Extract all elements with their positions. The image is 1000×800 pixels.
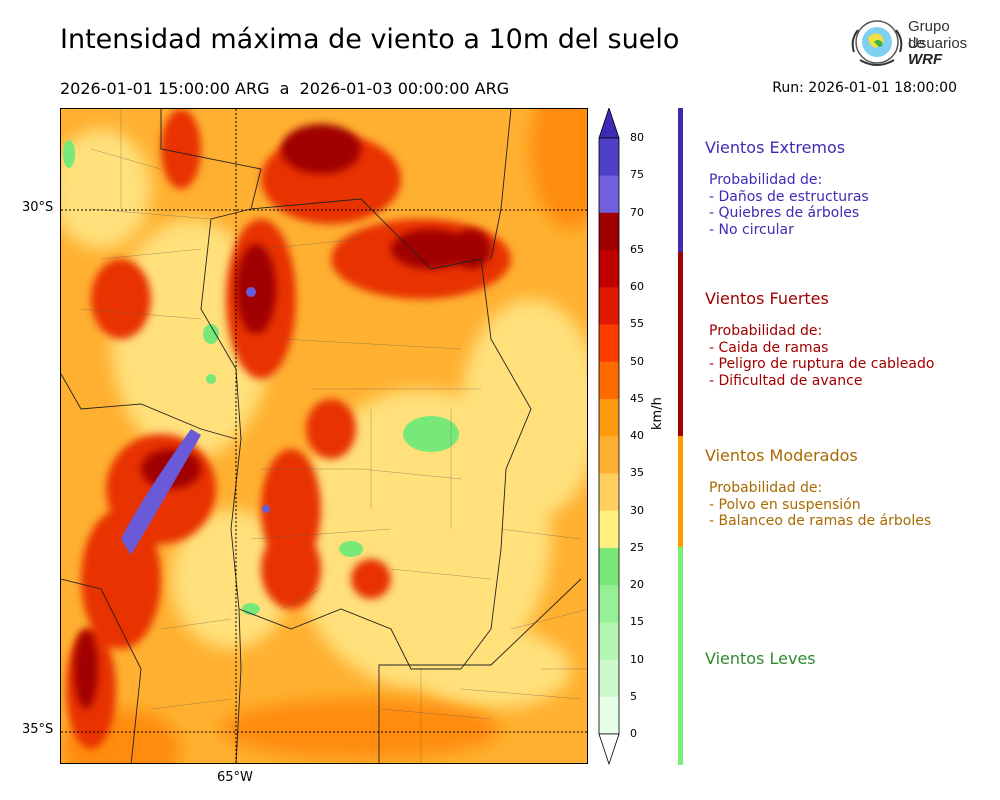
colorbar-segment (599, 696, 619, 735)
colorbar-tick-label: 5 (630, 689, 637, 703)
category-description: Probabilidad de: - Daños de estructuras - … (709, 172, 869, 238)
category-band (678, 436, 683, 547)
logo-line-1: Grupo de (908, 18, 950, 52)
colorbar-tick-label: 30 (630, 503, 644, 517)
colorbar-segment (599, 398, 619, 437)
category-band (678, 547, 683, 765)
colorbar-segment (599, 249, 619, 288)
lon-label-65w: 65°W (217, 770, 253, 785)
globe-icon (851, 20, 903, 66)
colorbar-segment (599, 175, 619, 213)
colorbar-tick-label: 65 (630, 242, 644, 256)
category-description-line: - Balanceo de ramas de árboles (709, 513, 932, 529)
category-description-line: - No circular (709, 221, 794, 238)
colorbar-tick-label: 80 (630, 131, 644, 144)
colorbar-segment (599, 361, 619, 400)
colorbar-segment (599, 436, 619, 474)
colorbar-tick-label: 40 (630, 429, 644, 442)
category-description-line: - Dificultad de avance (709, 372, 863, 389)
category-description-line: - Quiebres de árboles (709, 205, 860, 221)
category-title: Vientos Leves (705, 649, 816, 668)
category-description: Probabilidad de: - Caida de ramas - Peligr… (709, 323, 934, 389)
run-time: Run: 2026-01-01 18:00:00 (772, 80, 957, 96)
map-title: Intensidad máxima de viento a 10m del su… (60, 24, 680, 55)
category-description-line: - Daños de estructuras (709, 188, 869, 205)
grupo-wrf-logo: Grupo de Usuarios WRF (848, 16, 968, 72)
valid-period: 2026-01-01 15:00:00 ARG a 2026-01-03 00:… (60, 79, 510, 98)
colorbar-segment (599, 324, 619, 362)
category-title: Vientos Fuertes (705, 289, 829, 308)
colorbar-extend-bottom (598, 733, 620, 766)
colorbar-tick-label: 20 (630, 578, 644, 591)
category-description-line: - Peligro de ruptura de cableado (709, 356, 935, 372)
colorbar-segment (599, 585, 619, 623)
colorbar-tick-label: 55 (630, 317, 644, 331)
category-band (678, 108, 683, 252)
colorbar-extend-top (598, 108, 620, 139)
colorbar-segment (599, 212, 619, 251)
colorbar-tick-label: 35 (630, 466, 644, 480)
category-title: Vientos Extremos (705, 138, 846, 157)
colorbar-segment (599, 659, 619, 698)
colorbar-segment (599, 622, 619, 660)
colorbar-segment (599, 547, 619, 586)
colorbar-tick-label: 0 (630, 727, 637, 740)
category-description-line: Probabilidad de: (709, 323, 823, 339)
category-band (678, 252, 683, 436)
colorbar-tick-label: 15 (630, 615, 644, 629)
colorbar-segment (599, 287, 619, 325)
colorbar-tick-label: 45 (630, 391, 644, 405)
wind-map (60, 108, 588, 764)
colorbar-unit: km/h (650, 397, 665, 430)
colorbar-segment (599, 473, 619, 511)
category-description-line: - Polvo en suspensión (709, 496, 861, 513)
colorbar-tick-label: 25 (630, 540, 644, 554)
logo-line-3: WRF (908, 51, 943, 68)
colorbar-segment (599, 510, 619, 549)
colorbar-tick-label: 70 (630, 205, 644, 219)
category-title: Vientos Moderados (705, 446, 858, 465)
wind-field (61, 109, 587, 763)
colorbar-tick-label: 75 (630, 168, 644, 182)
category-description-line: - Caida de ramas (709, 339, 829, 356)
logo-line-2: Usuarios (908, 35, 968, 52)
lat-label-35s: 35°S (22, 722, 54, 737)
colorbar-tick-label: 10 (630, 652, 644, 666)
colorbar-tick-label: 60 (630, 280, 644, 293)
colorbar-segment (599, 138, 619, 176)
colorbar-tick-label: 50 (630, 354, 644, 368)
colorbar (598, 108, 620, 766)
category-description: Probabilidad de: - Polvo en suspensión - B… (709, 480, 931, 530)
category-description-line: Probabilidad de: (709, 480, 823, 496)
category-description-line: Probabilidad de: (709, 172, 823, 188)
lat-label-30s: 30°S (22, 200, 54, 215)
